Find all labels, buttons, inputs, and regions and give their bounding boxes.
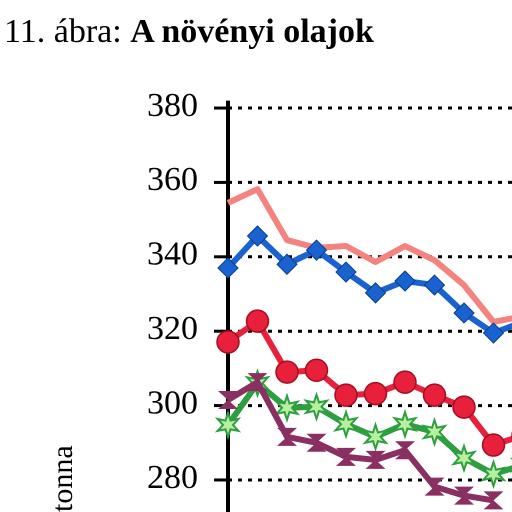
- marker: [391, 408, 419, 440]
- marker: [453, 302, 475, 324]
- marker: [450, 442, 478, 474]
- series-line: [225, 232, 512, 337]
- y-tick-label: 320: [147, 310, 198, 347]
- y-axis-label: tonna: [46, 445, 79, 512]
- y-tick-label: 380: [147, 87, 198, 124]
- figure-label: 11. ábra:: [4, 13, 122, 50]
- marker: [452, 395, 476, 419]
- series-line: [226, 186, 512, 325]
- y-tick-label: 300: [147, 384, 198, 421]
- marker: [393, 370, 417, 394]
- marker: [334, 383, 358, 407]
- marker: [306, 433, 327, 452]
- marker: [246, 225, 269, 247]
- marker: [423, 274, 446, 296]
- marker: [421, 416, 448, 448]
- title-text: A növényi olajok: [130, 13, 374, 50]
- marker: [303, 391, 330, 422]
- marker: [335, 261, 357, 283]
- chart-title: 11. ábra: A növényi olajok: [4, 13, 374, 50]
- marker: [424, 477, 445, 496]
- marker: [454, 486, 474, 505]
- marker: [362, 421, 389, 453]
- marker: [214, 409, 242, 441]
- marker: [395, 441, 415, 460]
- series-line: [226, 379, 494, 504]
- marker: [273, 392, 301, 424]
- series-line: [226, 318, 512, 449]
- marker: [363, 381, 388, 406]
- marker: [394, 270, 416, 292]
- marker: [216, 330, 240, 354]
- y-tick-label: 360: [147, 161, 198, 198]
- marker: [364, 282, 387, 304]
- marker: [275, 360, 299, 384]
- y-tick-label: 340: [147, 236, 198, 273]
- marker: [276, 253, 298, 275]
- marker: [304, 358, 329, 382]
- marker: [277, 427, 297, 446]
- marker: [218, 391, 238, 410]
- marker: [480, 458, 507, 490]
- marker: [247, 373, 268, 392]
- marker: [422, 383, 447, 407]
- marker: [305, 239, 328, 261]
- y-tick-label: 280: [147, 459, 198, 496]
- marker: [245, 309, 270, 333]
- marker: [481, 433, 506, 457]
- marker: [483, 491, 504, 510]
- marker: [336, 447, 356, 466]
- marker: [482, 322, 505, 344]
- marker: [217, 257, 239, 279]
- marker: [332, 408, 360, 440]
- marker: [365, 450, 386, 469]
